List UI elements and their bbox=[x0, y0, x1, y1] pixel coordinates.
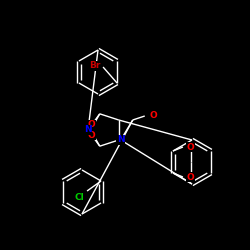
Text: N: N bbox=[117, 136, 124, 144]
Text: O: O bbox=[187, 172, 195, 182]
Text: N: N bbox=[84, 126, 92, 134]
Text: O: O bbox=[88, 120, 96, 129]
Text: Cl: Cl bbox=[74, 193, 84, 202]
Text: O: O bbox=[88, 131, 96, 140]
Text: O: O bbox=[187, 142, 195, 152]
Text: O: O bbox=[150, 112, 158, 120]
Text: Br: Br bbox=[89, 62, 100, 70]
